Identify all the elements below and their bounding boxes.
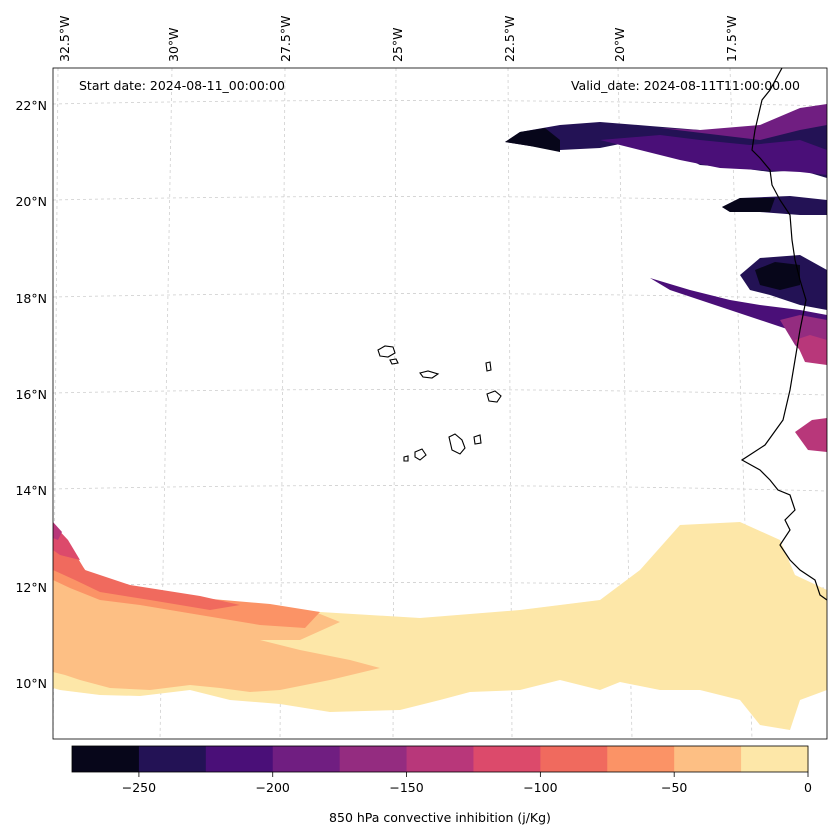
colorbar-swatch: [473, 746, 541, 772]
gridline-lat: [53, 582, 827, 589]
gridline-lat: [53, 196, 827, 203]
cin-contour--275--250-mid: [722, 198, 775, 212]
cin-contour--150--125-east: [795, 335, 827, 365]
colorbar-swatch: [674, 746, 742, 772]
gridline-lat: [53, 293, 827, 300]
island-sal: [485, 361, 492, 372]
colorbar: −250 −200 −150 −100 −50 0 850 hPa convective …: [71, 745, 812, 825]
colorbar-swatch: [72, 746, 140, 772]
island-sao-vicente: [389, 358, 399, 365]
coastline: [740, 68, 827, 601]
gridline-lat: [53, 485, 827, 492]
colorbar-label: 850 hPa convective inhibition (j/Kg): [329, 810, 551, 825]
island-santo-antao: [377, 345, 396, 358]
lon-label: 17.5°W: [724, 16, 739, 62]
colorbar-swatch: [607, 746, 675, 772]
cin-contour--50--25: [53, 548, 380, 692]
colorbar-swatch: [406, 746, 475, 772]
colorbar-tick-label: −200: [256, 780, 290, 795]
cin-contour--200--175: [660, 104, 827, 140]
lon-label: 32.5°W: [57, 16, 72, 62]
lat-label: 18°N: [15, 291, 47, 306]
island-brava: [403, 455, 409, 462]
lat-label: 16°N: [15, 387, 47, 402]
island-santiago: [448, 433, 466, 455]
cin-contour--150--125-coast: [795, 418, 827, 452]
cin-contour--275--250-east: [755, 262, 800, 290]
cin-contour--100--75: [53, 528, 240, 610]
cin-contour--75--50: [53, 535, 320, 628]
cin-contour--275--250: [505, 128, 560, 152]
cin-contour--225--200: [600, 135, 827, 175]
colorbar-tick-label: −150: [389, 780, 423, 795]
lat-label: 12°N: [15, 580, 47, 595]
map-content: [53, 68, 827, 739]
cin-field-south: [53, 522, 827, 730]
longitude-labels: 32.5°W 30°W 27.5°W 25°W 22.5°W 20°W 17.5…: [57, 16, 739, 62]
lon-label: 20°W: [612, 27, 627, 62]
lon-label: 27.5°W: [278, 16, 293, 62]
island-maio: [473, 434, 482, 445]
start-date-label: Start date: 2024-08-11_00:00:00: [79, 78, 285, 93]
colorbar-swatch: [205, 746, 274, 772]
colorbar-swatch: [741, 746, 809, 772]
map-border: [52, 67, 828, 740]
colorbar-tick-label: −50: [661, 780, 687, 795]
colorbar-ticks: −250 −200 −150 −100 −50 0: [122, 772, 812, 795]
lat-label: 14°N: [15, 483, 47, 498]
valid-date-label: Valid_date: 2024-08-11T11:00:00.00: [571, 78, 800, 93]
colorbar-swatch: [339, 746, 408, 772]
colorbar-swatch: [138, 746, 207, 772]
island-fogo: [414, 448, 427, 461]
colorbar-border: [71, 745, 809, 773]
island-boa-vista: [486, 390, 502, 403]
lat-label: 22°N: [15, 98, 47, 113]
cin-field-north: [505, 104, 827, 452]
island-sao-nicolau: [419, 370, 440, 379]
gridline-lat: [53, 100, 827, 107]
cin-contour--150--125: [53, 522, 62, 540]
cape-verde-islands: [377, 345, 502, 462]
colorbar-swatches: [72, 746, 809, 772]
cin-contour--225--200-east: [650, 278, 827, 350]
lon-label: 22.5°W: [502, 16, 517, 62]
lon-label: 25°W: [390, 27, 405, 62]
colorbar-tick-label: 0: [804, 780, 812, 795]
gridline-lat: [53, 389, 827, 396]
colorbar-tick-label: −100: [523, 780, 557, 795]
lat-label: 20°N: [15, 194, 47, 209]
colorbar-tick-label: −250: [122, 780, 156, 795]
latitude-labels: 22°N 20°N 18°N 16°N 14°N 12°N 10°N: [15, 98, 47, 691]
colorbar-swatch: [272, 746, 341, 772]
colorbar-swatch: [540, 746, 608, 772]
lat-label: 10°N: [15, 676, 47, 691]
lon-label: 30°W: [166, 27, 181, 62]
